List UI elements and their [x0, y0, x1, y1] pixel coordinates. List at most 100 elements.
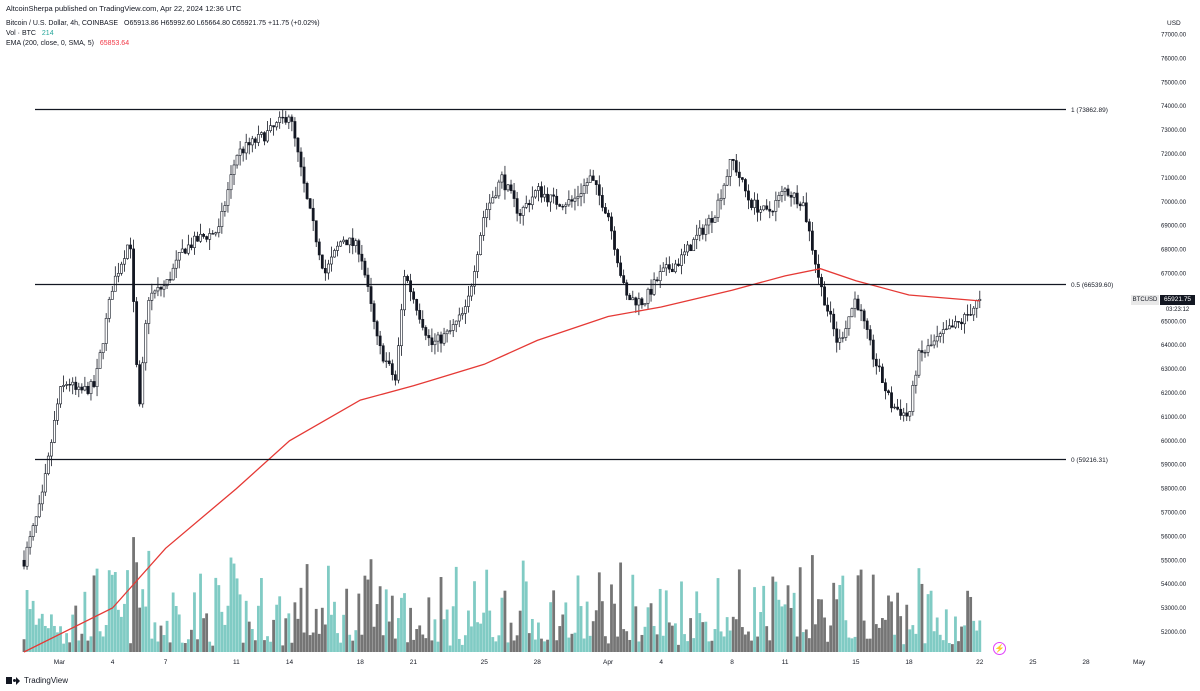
volume-bar — [244, 600, 248, 652]
volume-bar — [634, 606, 638, 652]
volume-bar — [439, 577, 443, 652]
volume-bar — [500, 597, 504, 652]
volume-bar — [561, 614, 565, 652]
candle-body — [476, 254, 479, 272]
candle-body — [896, 406, 900, 410]
bar-countdown: 03:23:12 — [1165, 307, 1190, 313]
candle-body — [22, 559, 26, 567]
volume-bar — [123, 603, 126, 652]
candle-body — [610, 216, 613, 232]
volume-bar — [323, 624, 327, 652]
fib-levels: 1 (73862.89) 0.5 (66539.60) 0 (59216.31) — [35, 107, 1113, 464]
volume-bar — [113, 572, 117, 652]
candle-body — [926, 345, 930, 353]
volume-bar — [570, 633, 574, 652]
price-tick-label: 74000.00 — [1161, 104, 1187, 110]
volume-bar — [914, 633, 918, 652]
volume-bars — [22, 537, 982, 652]
time-tick-label: 18 — [357, 659, 365, 666]
volume-bar — [409, 607, 412, 652]
candle-body — [190, 244, 193, 248]
volume-bar — [342, 614, 346, 652]
candle-body — [357, 240, 361, 255]
candle-body — [390, 363, 394, 375]
candle-body — [670, 268, 674, 273]
price-tick-label: 59000.00 — [1161, 463, 1187, 469]
candle-body — [573, 197, 577, 202]
candle-body — [865, 320, 869, 330]
candle-body — [667, 264, 671, 270]
candle-body — [762, 205, 766, 211]
volume-bar — [762, 585, 766, 652]
volume-bar — [107, 570, 111, 652]
volume-bar — [701, 622, 705, 652]
candle-body — [902, 412, 906, 416]
candle-body — [680, 254, 683, 266]
volume-bar — [540, 638, 543, 652]
price-tick-label: 77000.00 — [1161, 33, 1187, 39]
volume-bar — [579, 606, 583, 652]
volume-bar — [506, 642, 510, 652]
volume-bar — [491, 637, 495, 652]
volume-bar — [183, 643, 187, 652]
tradingview-logo-icon — [6, 676, 20, 685]
candle-body — [305, 183, 309, 199]
volume-bar — [110, 574, 114, 652]
volume-bar — [661, 635, 665, 652]
candle-body — [49, 442, 53, 457]
price-tick-label: 57000.00 — [1161, 510, 1187, 516]
candle-body — [220, 211, 224, 227]
volume-bar — [871, 574, 875, 652]
volume-bar — [588, 635, 592, 652]
volume-bar — [737, 569, 741, 652]
volume-bar — [780, 606, 784, 652]
volume-bar — [603, 636, 607, 652]
volume-bar — [290, 642, 294, 652]
volume-bar — [68, 642, 72, 652]
volume-bar — [256, 605, 260, 652]
volume-bar — [725, 617, 729, 652]
volume-bar — [908, 629, 912, 652]
volume-bar — [220, 611, 224, 652]
time-tick-label: 8 — [730, 659, 734, 666]
volume-bar — [65, 633, 69, 652]
volume-bar — [397, 618, 400, 652]
volume-legend[interactable]: Vol · BTC 214 — [6, 30, 54, 37]
candle-body — [533, 190, 537, 198]
candle-body — [439, 334, 443, 344]
publisher-line: AltcoinSherpa published on TradingView.c… — [6, 4, 242, 13]
volume-bar — [814, 624, 817, 652]
candle-body — [594, 180, 598, 185]
lightning-icon[interactable]: ⚡ — [993, 642, 1006, 655]
candle-body — [628, 294, 632, 301]
volume-bar — [890, 601, 893, 652]
volume-bar — [880, 618, 884, 652]
candle-body — [159, 287, 163, 290]
candle-body — [704, 224, 708, 235]
volume-bar — [783, 604, 787, 652]
candle-body — [905, 412, 909, 417]
candle-body — [37, 503, 41, 518]
candle-body — [317, 241, 321, 256]
volume-bar — [40, 613, 44, 652]
candle-body — [354, 240, 358, 246]
candle-body — [193, 235, 196, 248]
candle-body — [485, 209, 489, 218]
candle-body — [600, 195, 604, 208]
candle-body — [290, 116, 294, 122]
candle-body — [372, 303, 376, 322]
candle-body — [378, 335, 382, 347]
symbol-name: Bitcoin / U.S. Dollar, 4h, COINBASE — [6, 20, 119, 27]
footer-brand[interactable]: TradingView — [6, 676, 68, 685]
volume-bar — [518, 610, 522, 652]
volume-bar — [899, 616, 903, 652]
candle-body — [537, 186, 540, 191]
volume-bar — [418, 625, 422, 652]
candle-body — [77, 386, 81, 390]
ema-legend[interactable]: EMA (200, close, 0, SMA, 5) 65853.64 — [6, 40, 129, 47]
volume-bar — [168, 642, 172, 652]
brand-name: TradingView — [24, 676, 69, 685]
volume-bar — [393, 638, 397, 652]
volume-bar — [463, 635, 467, 652]
